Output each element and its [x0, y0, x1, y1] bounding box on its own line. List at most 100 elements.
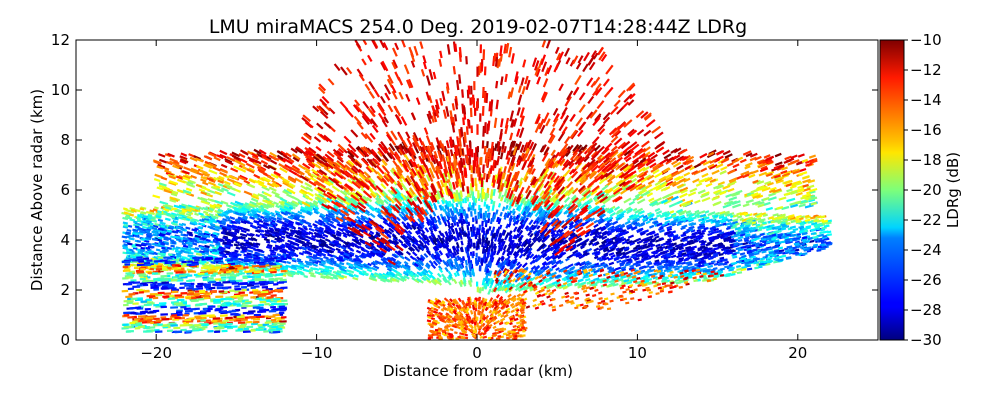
heatmap-cell — [403, 243, 409, 249]
heatmap-cell — [523, 200, 528, 206]
heatmap-cell — [751, 241, 757, 246]
heatmap-cell — [287, 273, 293, 277]
heatmap-cell — [746, 217, 751, 221]
heatmap-cell — [461, 206, 465, 213]
heatmap-cell — [611, 236, 618, 241]
heatmap-cell — [471, 269, 474, 276]
heatmap-cell — [633, 257, 640, 261]
heatmap-cell — [246, 252, 252, 256]
heatmap-cell — [634, 269, 639, 273]
heatmap-cell — [642, 214, 648, 219]
heatmap-cell — [715, 220, 721, 225]
heatmap-cell — [750, 229, 756, 233]
heatmap-cell — [707, 256, 714, 261]
heatmap-cell — [684, 245, 692, 250]
heatmap-cell — [725, 210, 730, 215]
heatmap-cell — [190, 209, 197, 213]
heatmap-cell — [299, 214, 306, 219]
heatmap-cell — [722, 258, 728, 262]
heatmap-cell — [274, 228, 280, 233]
heatmap-cell — [122, 244, 128, 248]
heatmap-cell — [284, 217, 290, 222]
heatmap-cell — [166, 237, 172, 241]
heatmap-cell — [788, 250, 795, 254]
heatmap-cell — [186, 231, 193, 235]
heatmap-cell — [681, 224, 688, 229]
heatmap-cell — [759, 233, 765, 237]
heatmap-cell — [290, 236, 296, 241]
heatmap-cell — [703, 252, 708, 256]
heatmap-cell — [269, 211, 275, 216]
heatmap-cell — [186, 215, 193, 220]
heatmap-cell — [266, 243, 273, 248]
heatmap-cell — [254, 252, 261, 256]
heatmap-cell — [331, 259, 337, 264]
heatmap-cell — [179, 227, 185, 231]
heatmap-cell — [335, 230, 341, 235]
heatmap-cell — [180, 214, 185, 218]
heatmap-cell — [129, 218, 136, 222]
heatmap-cell — [723, 237, 728, 241]
heatmap-cell — [144, 237, 152, 241]
heatmap-cell — [176, 254, 182, 258]
heatmap-cell — [495, 229, 499, 236]
heatmap-cell — [128, 234, 135, 238]
heatmap-cell — [450, 211, 455, 217]
heatmap-cell — [609, 279, 615, 284]
heatmap-cell — [224, 244, 230, 248]
heatmap-cell — [233, 243, 239, 247]
heatmap-cell — [812, 235, 819, 239]
heatmap-cell — [784, 238, 791, 242]
heatmap-cell — [713, 214, 719, 219]
heatmap-cell — [635, 253, 641, 258]
heatmap-cell — [305, 262, 312, 266]
heatmap-cell — [460, 220, 464, 227]
heatmap-cell — [208, 207, 214, 212]
heatmap-cell — [147, 226, 153, 230]
heatmap-cell — [750, 255, 757, 259]
heatmap-cell — [313, 225, 321, 231]
heatmap-cell — [272, 254, 279, 259]
heatmap-cell — [318, 257, 324, 261]
heatmap-cell — [485, 268, 490, 274]
heatmap-cell — [775, 225, 782, 229]
heatmap-cell — [727, 213, 733, 217]
heatmap-cell — [468, 271, 472, 278]
heatmap-cell — [484, 276, 488, 282]
heatmap-cell — [772, 251, 779, 255]
heatmap-cell — [794, 251, 800, 255]
heatmap-cell — [419, 221, 425, 228]
heatmap-cell — [700, 260, 706, 264]
heatmap-cell — [428, 222, 434, 229]
heatmap-cell — [219, 239, 225, 243]
heatmap-cell — [310, 274, 316, 278]
heatmap-cell — [760, 257, 766, 261]
heatmap-cell — [739, 217, 744, 221]
heatmap-cell — [308, 231, 314, 236]
heatmap-cell — [644, 270, 651, 274]
heatmap-cell — [256, 225, 262, 230]
heatmap-cell — [209, 222, 216, 227]
heatmap-cell — [307, 224, 313, 228]
heatmap-cell — [660, 254, 667, 259]
heatmap-cell — [231, 224, 238, 229]
heatmap-cell — [286, 261, 291, 265]
heatmap-cell — [171, 241, 177, 245]
heatmap-cell — [355, 244, 361, 249]
heatmap-cell — [155, 214, 162, 219]
heatmap-cell — [555, 228, 562, 234]
heatmap-cell — [216, 219, 223, 224]
heatmap-cell — [660, 259, 667, 263]
heatmap-cell — [145, 219, 152, 224]
heatmap-cell — [290, 211, 297, 216]
heatmap-cell — [232, 251, 238, 255]
heatmap-cell — [643, 238, 650, 243]
heatmap-cell — [736, 267, 743, 271]
heatmap-cell — [159, 221, 166, 226]
heatmap-cell — [226, 260, 233, 264]
heatmap-cell — [451, 228, 456, 235]
heatmap-cell — [419, 256, 425, 262]
heatmap-cell — [325, 213, 332, 219]
heatmap-cell — [455, 221, 460, 227]
heatmap-cell — [823, 230, 829, 234]
